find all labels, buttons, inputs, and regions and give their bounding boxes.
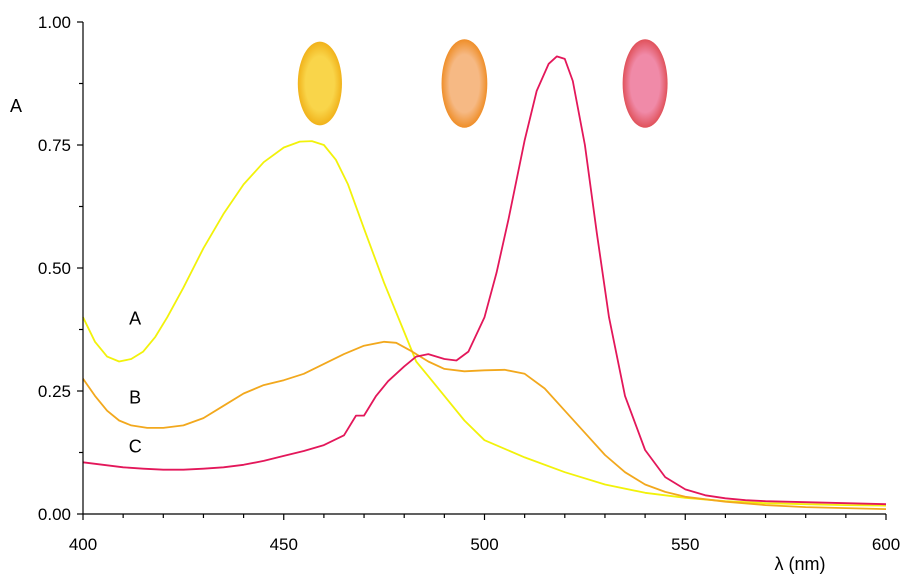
sample-spot [622, 39, 668, 128]
series-group [82, 55, 887, 510]
sample-spot [441, 39, 488, 128]
y-axis-label: A [10, 96, 22, 116]
x-tick-label: 600 [872, 535, 900, 554]
curve-label: C [129, 437, 142, 457]
curve-label: A [129, 309, 141, 329]
curve-labels: A B C [129, 309, 142, 457]
y-tick-label: 0.75 [38, 136, 71, 155]
sample-spots [297, 39, 668, 128]
x-tick-label: 500 [470, 535, 498, 554]
y-tick-label: 0.25 [38, 382, 71, 401]
x-tick-label: 400 [69, 535, 97, 554]
y-tick-label: 1.00 [38, 13, 71, 32]
x-tick-label: 550 [671, 535, 699, 554]
y-tick-label: 0.00 [38, 505, 71, 524]
series-line-a [82, 140, 887, 507]
x-axis-label: λ (nm) [775, 554, 826, 574]
x-tick-label: 450 [270, 535, 298, 554]
series-line-c [82, 55, 887, 506]
series-line-b [82, 340, 887, 510]
ticks: 400 450 500 550 600 0.00 0.25 0.50 0.75 1.00 [38, 13, 900, 554]
curve-label: B [129, 387, 141, 407]
sample-spot [297, 41, 342, 126]
y-tick-label: 0.50 [38, 259, 71, 278]
